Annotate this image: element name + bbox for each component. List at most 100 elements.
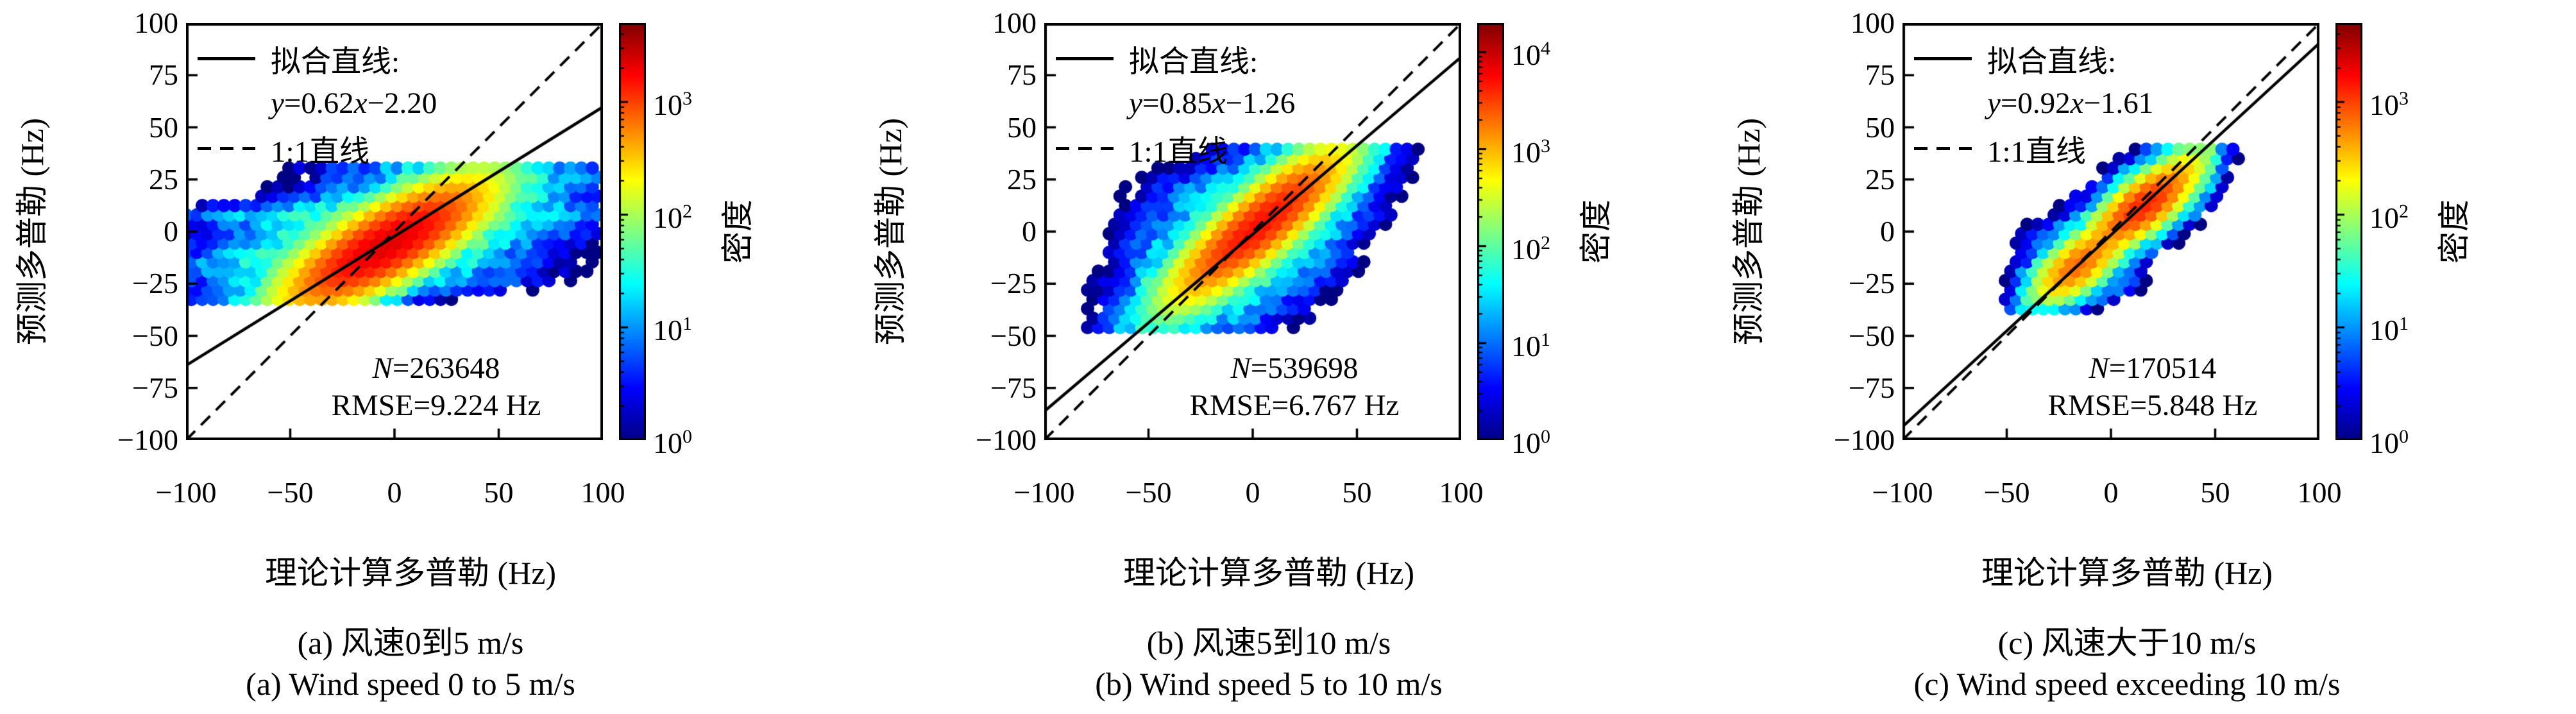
colorbar-tick-label: 101	[653, 313, 692, 347]
eq-y: y	[271, 87, 284, 120]
y-tick-label: 25	[1007, 162, 1037, 196]
x-tick-label: −100	[1013, 476, 1075, 509]
eq-y: y	[1129, 87, 1142, 120]
colorbar-tick-label: 103	[1511, 135, 1550, 169]
x-tick-label: 50	[484, 476, 514, 509]
eq-mid: =0.62	[284, 87, 354, 120]
n-count: N=539698	[1230, 352, 1359, 385]
y-axis-label: 预测多普勒 (Hz)	[872, 117, 908, 346]
fit-line-label: 拟合直线:	[1987, 45, 2117, 79]
identity-line-swatch	[1056, 146, 1114, 150]
fit-equation: y=0.85x−1.26	[1056, 81, 1295, 126]
panel-a: 预测多普勒 (Hz) 密度 拟合直线: y=0.62x−2.20 1:1直线 N…	[0, 0, 858, 714]
x-tick-label: 0	[387, 476, 402, 509]
fit-line-swatch	[1056, 56, 1114, 60]
x-tick-label: 100	[580, 476, 625, 509]
y-tick-label: −75	[132, 371, 178, 404]
eq-mid: =0.92	[2000, 87, 2071, 120]
colorbar-tick-label: 101	[2369, 313, 2409, 347]
y-tick-label: 0	[164, 215, 178, 248]
y-tick-label: 50	[1865, 110, 1895, 144]
y-tick-label: −25	[132, 267, 178, 300]
y-tick-label: −25	[990, 267, 1037, 300]
y-tick-label: 100	[1851, 6, 1895, 39]
y-tick-label: 0	[1022, 215, 1037, 248]
eq-mid: =0.85	[1142, 87, 1212, 120]
legend-fit-row: 拟合直线:	[1056, 36, 1295, 81]
eq-x: x	[353, 87, 368, 120]
fit-equation: y=0.92x−1.61	[1914, 81, 2153, 126]
x-tick-label: 50	[1342, 476, 1372, 509]
colorbar-tick-label: 103	[2369, 87, 2409, 122]
colorbar-tick-label: 100	[2369, 425, 2409, 460]
colorbar-tick-label: 101	[1511, 328, 1550, 362]
x-tick-label: −50	[1983, 476, 2030, 509]
eq-tail: −1.61	[2083, 87, 2154, 120]
x-axis-label: 理论计算多普勒 (Hz)	[1123, 555, 1415, 591]
fit-line-label: 拟合直线:	[271, 45, 400, 79]
colorbar-tick-label: 103	[653, 87, 692, 122]
legend: 拟合直线: y=0.62x−2.20 1:1直线	[198, 36, 437, 171]
x-tick-label: −50	[267, 476, 314, 509]
identity-line-swatch	[1914, 146, 1972, 150]
legend-identity-row: 1:1直线	[1056, 126, 1295, 171]
y-tick-label: 0	[1880, 215, 1895, 248]
eq-x: x	[2070, 87, 2084, 120]
y-tick-label: −100	[976, 423, 1037, 456]
fit-line-swatch	[1914, 56, 1972, 60]
y-tick-label: 75	[1007, 58, 1037, 92]
colorbar-canvas-a	[619, 23, 646, 440]
caption-chinese: (a) 风速0到5 m/s	[297, 625, 524, 661]
y-axis-label: 预测多普勒 (Hz)	[14, 117, 50, 346]
x-tick-label: 100	[1439, 476, 1484, 509]
legend: 拟合直线: y=0.85x−1.26 1:1直线	[1056, 36, 1295, 171]
x-tick-label: −100	[155, 476, 217, 509]
caption-english: (c) Wind speed exceeding 10 m/s	[1913, 666, 2341, 702]
y-tick-label: −75	[1849, 371, 1895, 404]
colorbar-tick-label: 102	[2369, 200, 2409, 234]
caption-chinese: (b) 风速5到10 m/s	[1146, 625, 1391, 661]
x-tick-label: −100	[1872, 476, 1933, 509]
stats-annotation: N=170514 RMSE=5.848 Hz	[2048, 350, 2258, 424]
eq-tail: −2.20	[367, 87, 437, 120]
fit-line-label: 拟合直线:	[1129, 45, 1258, 79]
identity-line-label: 1:1直线	[271, 135, 370, 169]
rmse-value: RMSE=5.848 Hz	[2047, 389, 2258, 422]
identity-line-swatch	[198, 146, 255, 150]
colorbar-label: 密度	[720, 200, 756, 264]
fit-line-swatch	[198, 56, 255, 60]
identity-line-label: 1:1直线	[1987, 135, 2087, 169]
eq-x: x	[1212, 87, 1226, 120]
caption-english: (b) Wind speed 5 to 10 m/s	[1095, 666, 1443, 702]
y-tick-label: −100	[1834, 423, 1895, 456]
hexbin-plot-canvas-b	[1044, 23, 1461, 440]
caption-english: (a) Wind speed 0 to 5 m/s	[246, 666, 575, 702]
colorbar-tick-label: 100	[1511, 425, 1550, 460]
x-axis-label: 理论计算多普勒 (Hz)	[264, 555, 557, 591]
y-tick-label: −50	[132, 319, 178, 352]
legend-fit-row: 拟合直线:	[198, 36, 437, 81]
y-axis-label: 预测多普勒 (Hz)	[1731, 117, 1767, 346]
legend-fit-row: 拟合直线:	[1914, 36, 2153, 81]
y-tick-label: 25	[1865, 162, 1895, 196]
x-tick-label: 0	[1245, 476, 1260, 509]
fit-equation: y=0.62x−2.20	[198, 81, 437, 126]
colorbar-tick-label: 100	[653, 425, 692, 460]
x-axis-label: 理论计算多普勒 (Hz)	[1981, 555, 2273, 591]
panel-b: 预测多普勒 (Hz) 密度 拟合直线: y=0.85x−1.26 1:1直线 N…	[858, 0, 1716, 714]
legend-identity-row: 1:1直线	[198, 126, 437, 171]
y-tick-label: −50	[990, 319, 1037, 352]
x-tick-label: 100	[2297, 476, 2342, 509]
stats-annotation: N=539698 RMSE=6.767 Hz	[1190, 350, 1400, 424]
stats-annotation: N=263648 RMSE=9.224 Hz	[332, 350, 541, 424]
colorbar-tick-label: 104	[1511, 38, 1550, 72]
y-tick-label: 50	[1007, 110, 1037, 144]
rmse-value: RMSE=6.767 Hz	[1189, 389, 1400, 422]
x-tick-label: −50	[1125, 476, 1172, 509]
identity-line-label: 1:1直线	[1129, 135, 1228, 169]
n-count: N=170514	[2089, 352, 2217, 385]
y-tick-label: 50	[149, 110, 178, 144]
y-tick-label: 100	[134, 6, 178, 39]
y-tick-label: 75	[149, 58, 178, 92]
